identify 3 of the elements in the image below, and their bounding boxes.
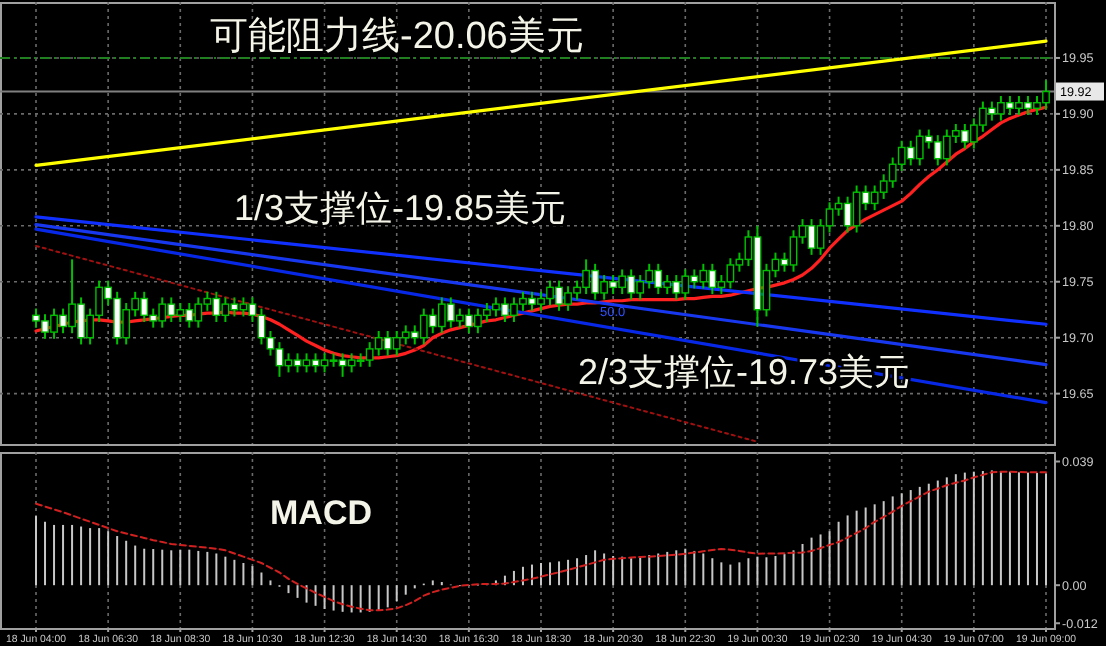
annotation: MACD	[270, 494, 372, 532]
annotation: 可能阻力线-20.06美元	[210, 14, 584, 58]
annotation: 1/3支撑位-19.85美元	[234, 188, 567, 228]
